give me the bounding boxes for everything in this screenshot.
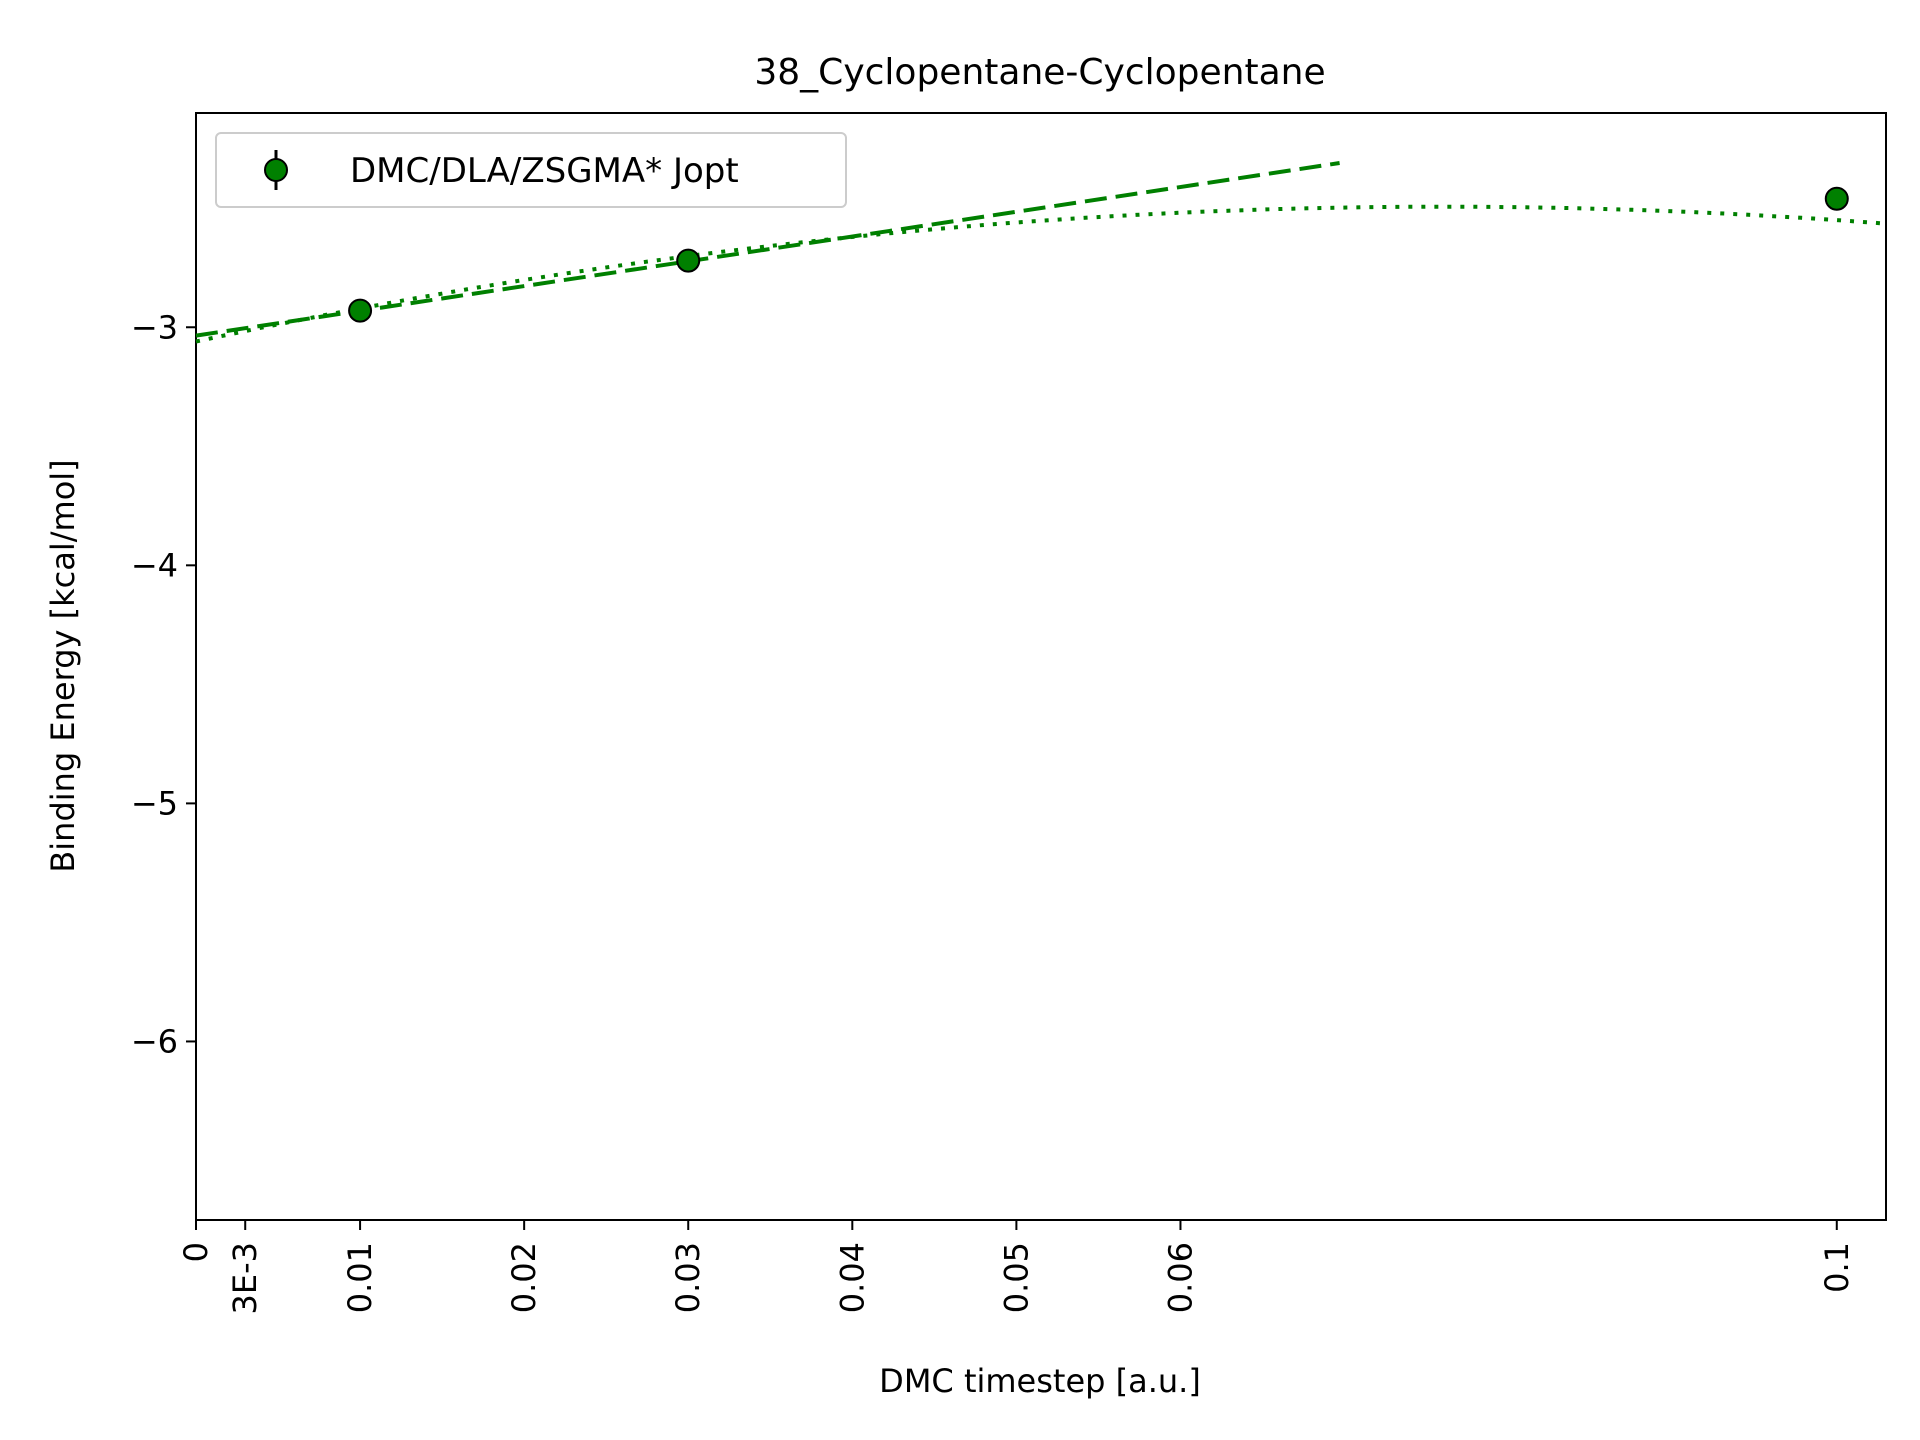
x-tick-label: 0.01 xyxy=(341,1242,379,1313)
legend-label: DMC/DLA/ZSGMA* Jopt xyxy=(350,151,739,191)
y-axis-ticks: −3 −4 −5 −6 xyxy=(131,308,196,1060)
plot-frame xyxy=(195,112,1887,1221)
legend-box xyxy=(215,132,847,208)
x-axis-ticks: 0 3E-3 0.01 0.02 0.03 0.04 0.05 0.06 0.1 xyxy=(177,1220,1856,1314)
y-tick-label: −5 xyxy=(131,784,178,822)
legend-marker xyxy=(264,158,288,182)
plot-area xyxy=(195,112,1887,1221)
x-tick-label: 0.04 xyxy=(833,1242,871,1313)
chart-title: 38_Cyclopentane-Cyclopentane xyxy=(754,52,1325,93)
data-point xyxy=(676,248,701,273)
x-tick-label: 0.02 xyxy=(505,1242,543,1313)
x-axis-label: DMC timestep [a.u.] xyxy=(879,1362,1201,1400)
x-tick-label: 0.1 xyxy=(1818,1242,1856,1293)
y-tick-label: −3 xyxy=(131,308,178,346)
y-tick-label: −6 xyxy=(131,1022,178,1060)
x-tick-label: 0.03 xyxy=(669,1242,707,1313)
data-point xyxy=(1824,186,1849,211)
x-tick-label: 0.06 xyxy=(1161,1242,1199,1313)
y-tick-label: −4 xyxy=(131,546,178,584)
data-point xyxy=(348,298,373,323)
quadratic-fit-line xyxy=(195,204,1887,344)
x-tick-label: 0 xyxy=(177,1242,215,1262)
y-axis-label: Binding Energy [kcal/mol] xyxy=(44,459,82,872)
legend: DMC/DLA/ZSGMA* Jopt xyxy=(215,132,847,208)
x-tick-label: 0.05 xyxy=(997,1242,1035,1313)
x-tick-label: 3E-3 xyxy=(226,1242,264,1314)
data-points xyxy=(348,186,1849,323)
linear-fit-line xyxy=(195,161,1340,338)
fit-lines xyxy=(195,161,1887,344)
